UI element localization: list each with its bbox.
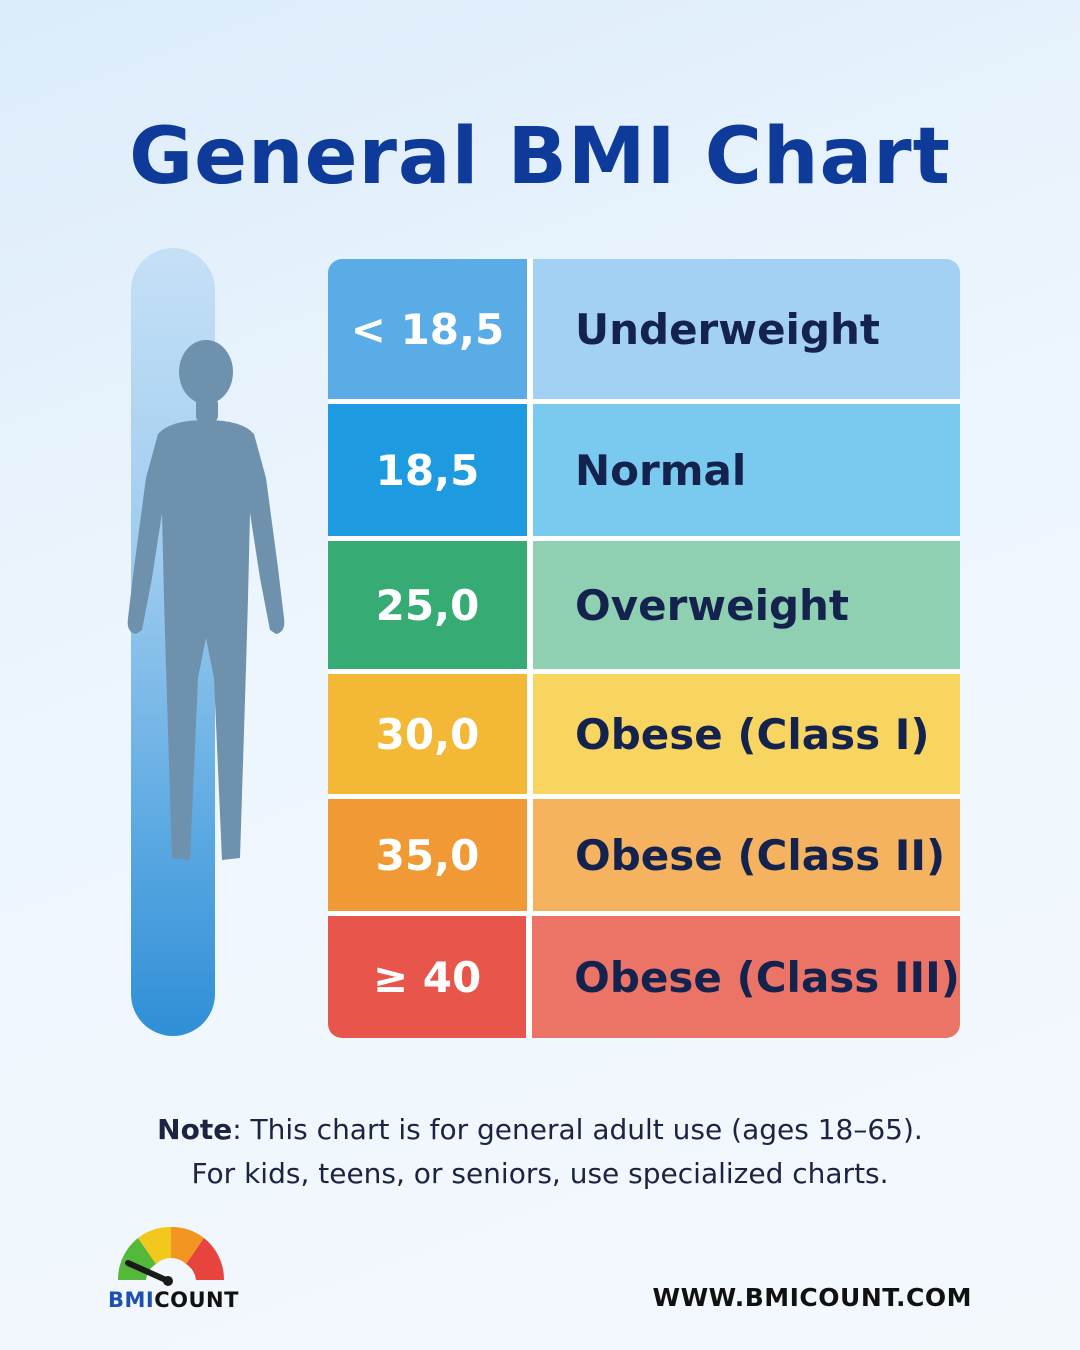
bmi-category: Underweight (533, 259, 960, 399)
bmi-row: 25,0 Overweight (328, 541, 960, 669)
bmi-row: 35,0 Obese (Class II) (328, 799, 960, 911)
bmi-value: 18,5 (328, 404, 527, 536)
bmi-category: Overweight (533, 541, 960, 669)
note-line-1: : This chart is for general adult use (a… (232, 1113, 923, 1146)
bmi-value: ≥ 40 (328, 916, 527, 1038)
page-title: General BMI Chart (129, 112, 951, 202)
brand-logo: BMICOUNT (108, 1288, 239, 1312)
note-label: Note (157, 1113, 233, 1146)
note-line-2: For kids, teens, or seniors, use special… (191, 1157, 889, 1190)
note-text: Note: This chart is for general adult us… (0, 1108, 1080, 1196)
bmi-category: Obese (Class II) (533, 799, 960, 911)
brand-part-bmi: BMI (108, 1288, 155, 1312)
person-silhouette-icon (127, 340, 285, 860)
bmi-category: Obese (Class III) (532, 916, 960, 1038)
bmi-value: 25,0 (328, 541, 527, 669)
bmi-row: 18,5 Normal (328, 404, 960, 536)
website-url: WWW.BMICOUNT.COM (652, 1283, 972, 1312)
bmi-value: < 18,5 (328, 259, 527, 399)
bmi-category: Obese (Class I) (533, 674, 960, 794)
bmi-value: 30,0 (328, 674, 527, 794)
bmi-row: ≥ 40 Obese (Class III) (328, 916, 960, 1038)
bmi-row: < 18,5 Underweight (328, 259, 960, 399)
bmi-value: 35,0 (328, 799, 527, 911)
bmi-category: Normal (533, 404, 960, 536)
brand-part-count: COUNT (154, 1288, 239, 1312)
bmi-table: < 18,5 Underweight 18,5 Normal 25,0 Overweigh… (328, 259, 960, 1038)
bmi-row: 30,0 Obese (Class I) (328, 674, 960, 794)
gauge-icon (117, 1226, 225, 1286)
